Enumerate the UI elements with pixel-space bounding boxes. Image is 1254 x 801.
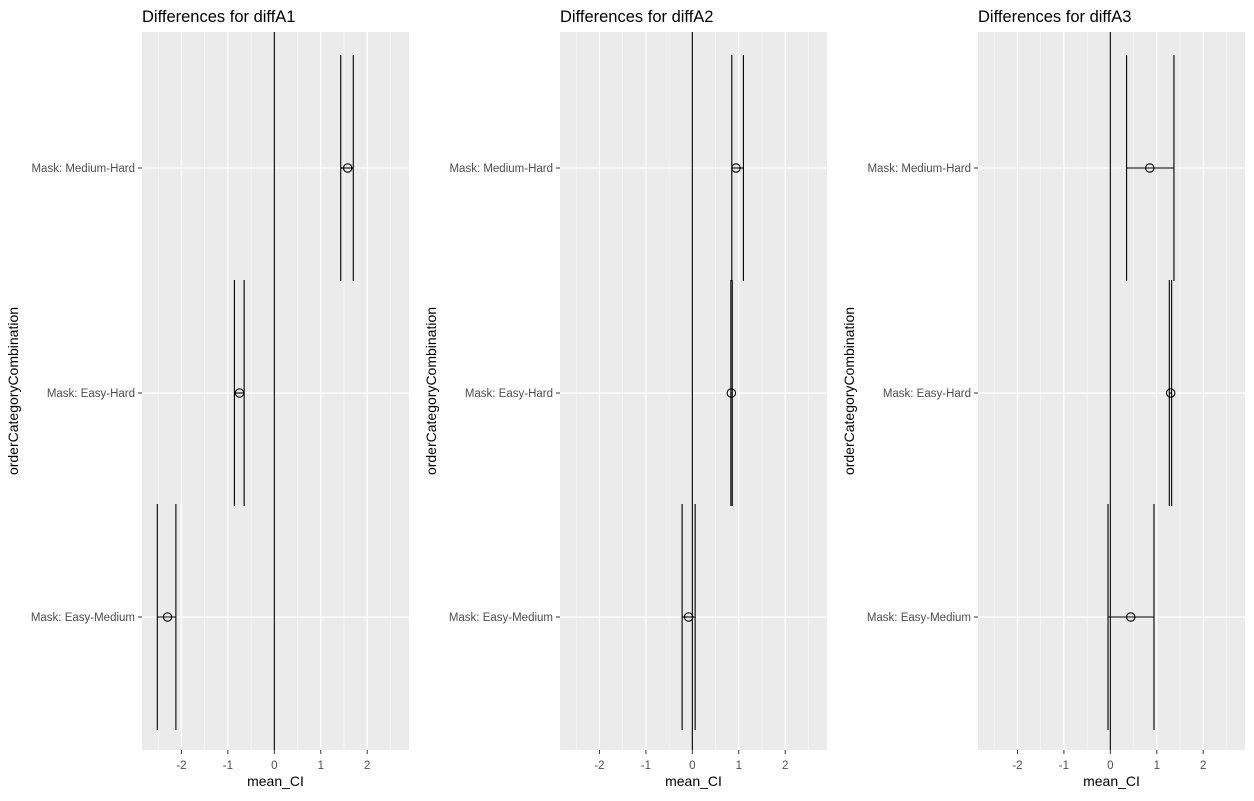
y-tick-label: Mask: Medium-Hard [31,163,135,175]
x-tick-label: 2 [1200,760,1206,772]
errorbar-2 [726,280,737,506]
y-axis-label: orderCategoryCombination [841,307,857,475]
panel-background [560,32,827,750]
mean-point [342,163,353,173]
y-tick-label: Mask: Easy-Medium [449,612,553,624]
panel-background [978,32,1245,750]
x-tick-label: -1 [223,760,233,772]
x-tick-label: -2 [176,760,186,772]
x-tick-label: 0 [271,760,277,772]
x-axis-label: mean_CI [247,773,304,789]
mean-point [731,163,741,173]
x-tick-label: 1 [318,760,324,772]
x-tick-label: -2 [1012,760,1022,772]
y-axis-label: orderCategoryCombination [423,307,439,475]
y-tick-label: Mask: Medium-Hard [449,163,553,175]
x-axis-label: mean_CI [665,773,722,789]
errorbar-3 [1107,504,1155,730]
x-axis-label: mean_CI [1083,773,1140,789]
panel-title: Differences for diffA3 [978,8,1131,26]
y-tick-label: Mask: Easy-Hard [883,388,971,400]
x-tick-label: 1 [736,760,742,772]
mean-point [1145,163,1155,173]
errorbar-3 [681,504,696,730]
mean-point [726,388,737,398]
mean-point [1165,388,1176,398]
panel-3: Mask: Medium-Hard Mask: Easy-Hard Mask: Ea… [841,8,1245,789]
x-tick-label: 2 [782,760,788,772]
panel-2: Mask: Medium-Hard Mask: Easy-Hard Mask: Ea… [423,8,827,789]
y-tick-label: Mask: Easy-Medium [31,612,135,624]
errorbar-1 [1126,55,1175,281]
mean-point [162,612,173,622]
x-tick-label: -1 [1059,760,1069,772]
mean-point [234,388,245,398]
x-tick-label: 0 [689,760,695,772]
errorbar-1 [731,55,744,281]
x-tick-label: 2 [364,760,370,772]
x-tick-label: -2 [594,760,604,772]
errorbar-2 [233,280,245,506]
mean-point [1126,612,1136,622]
y-tick-label: Mask: Easy-Hard [47,388,135,400]
panel-1: Mask: Medium-Hard Mask: Easy-Hard Mask: Ea… [5,8,409,789]
panel-title: Differences for diffA2 [560,8,713,26]
mean-point [683,612,694,622]
x-tick-label: 1 [1154,760,1160,772]
x-tick-label: -1 [641,760,651,772]
x-tick-label: 0 [1107,760,1113,772]
errorbar-3 [156,504,177,730]
y-tick-label: Mask: Easy-Hard [465,388,553,400]
y-axis-label: orderCategoryCombination [5,307,21,475]
y-tick-label: Mask: Medium-Hard [867,163,971,175]
errorbar-2 [1165,280,1176,506]
panel-title: Differences for diffA1 [142,8,295,26]
y-tick-label: Mask: Easy-Medium [867,612,971,624]
panel-background [142,32,409,750]
errorbar-1 [340,55,354,281]
